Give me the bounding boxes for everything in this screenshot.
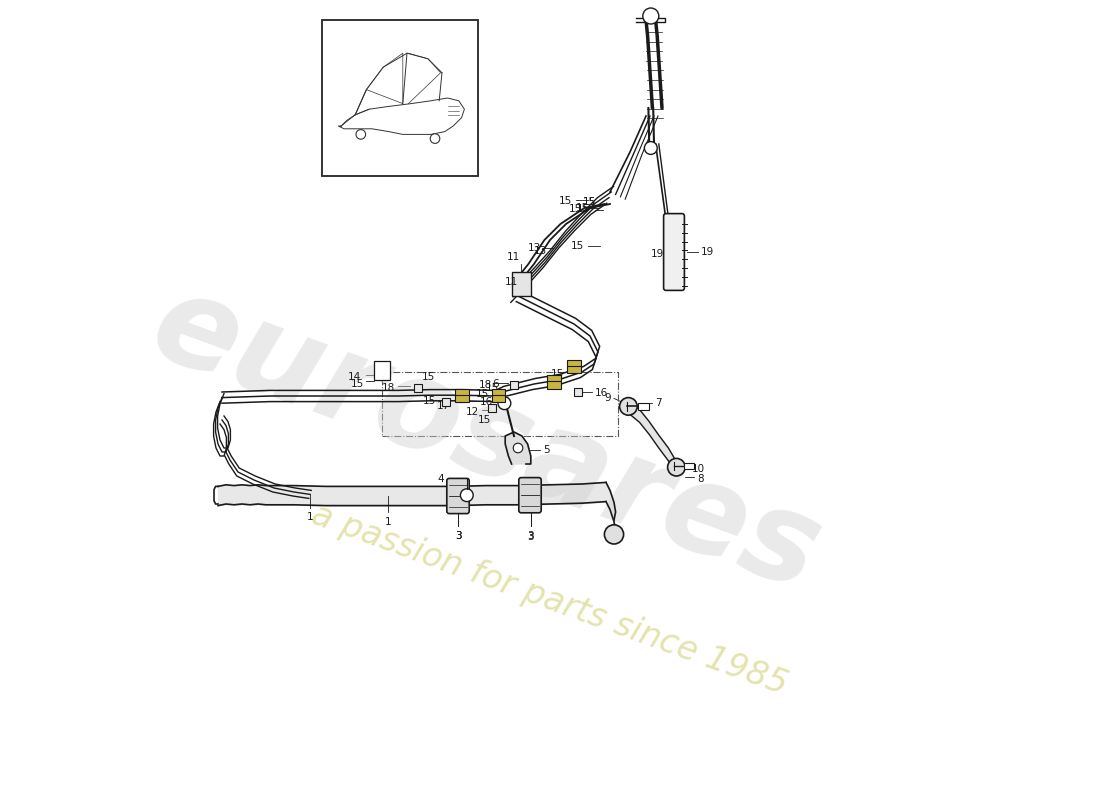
Text: 3: 3	[454, 531, 461, 541]
Text: 11: 11	[507, 251, 520, 262]
Text: 15: 15	[422, 396, 436, 406]
Circle shape	[461, 489, 473, 502]
Text: 8: 8	[697, 474, 704, 484]
FancyBboxPatch shape	[638, 403, 649, 410]
Text: 10: 10	[692, 464, 705, 474]
Text: 11: 11	[505, 277, 518, 286]
Text: 3: 3	[528, 532, 535, 542]
Text: 3: 3	[454, 531, 461, 541]
Text: 14: 14	[348, 372, 361, 382]
FancyBboxPatch shape	[488, 404, 496, 412]
Text: 15: 15	[477, 415, 491, 425]
Circle shape	[430, 134, 440, 143]
Text: 9: 9	[604, 393, 611, 402]
Text: 15: 15	[486, 383, 499, 393]
Circle shape	[604, 525, 624, 544]
Text: 15: 15	[578, 204, 591, 214]
Text: 1: 1	[385, 517, 392, 527]
Text: 15: 15	[551, 369, 564, 378]
FancyBboxPatch shape	[568, 366, 581, 374]
FancyBboxPatch shape	[492, 389, 505, 397]
FancyBboxPatch shape	[574, 388, 582, 396]
Circle shape	[619, 398, 637, 415]
Text: 18: 18	[480, 380, 493, 390]
Text: eurosares: eurosares	[136, 263, 836, 617]
Text: 15: 15	[475, 389, 488, 398]
FancyBboxPatch shape	[548, 375, 561, 383]
FancyBboxPatch shape	[548, 381, 561, 389]
Text: 15: 15	[571, 242, 584, 251]
Circle shape	[514, 443, 522, 453]
FancyBboxPatch shape	[492, 394, 505, 402]
Text: 12: 12	[465, 407, 478, 417]
FancyBboxPatch shape	[568, 360, 581, 368]
Text: 17: 17	[437, 402, 450, 411]
Circle shape	[356, 130, 365, 139]
Text: 16: 16	[480, 397, 493, 406]
Text: a passion for parts since 1985: a passion for parts since 1985	[308, 498, 792, 702]
Text: 4: 4	[438, 474, 444, 484]
FancyBboxPatch shape	[510, 381, 518, 389]
Text: 18: 18	[382, 383, 395, 393]
FancyBboxPatch shape	[414, 384, 422, 392]
Text: 15: 15	[569, 204, 582, 214]
FancyBboxPatch shape	[442, 398, 450, 406]
Text: 15: 15	[583, 197, 596, 206]
Text: 13: 13	[528, 243, 541, 253]
Text: 1: 1	[307, 512, 314, 522]
Text: 15: 15	[583, 198, 596, 207]
Circle shape	[498, 397, 510, 410]
Text: 6: 6	[493, 379, 499, 389]
Text: 16: 16	[595, 388, 608, 398]
Text: 15: 15	[559, 196, 572, 206]
Text: 15: 15	[351, 379, 364, 389]
FancyBboxPatch shape	[455, 389, 469, 397]
Text: 19: 19	[701, 247, 715, 257]
FancyBboxPatch shape	[512, 272, 531, 296]
FancyBboxPatch shape	[322, 20, 478, 176]
Text: 19: 19	[651, 249, 664, 258]
Circle shape	[668, 458, 685, 476]
FancyBboxPatch shape	[447, 478, 470, 514]
FancyBboxPatch shape	[684, 463, 694, 469]
Text: 15: 15	[421, 372, 434, 382]
Text: 7: 7	[656, 398, 662, 408]
Polygon shape	[505, 432, 531, 464]
FancyBboxPatch shape	[455, 394, 469, 402]
Text: 15: 15	[575, 203, 589, 213]
FancyBboxPatch shape	[663, 214, 684, 290]
Text: 3: 3	[528, 531, 535, 541]
FancyBboxPatch shape	[458, 394, 466, 402]
FancyBboxPatch shape	[374, 361, 390, 380]
Text: 5: 5	[543, 446, 550, 455]
Circle shape	[642, 8, 659, 24]
FancyBboxPatch shape	[519, 478, 541, 513]
Circle shape	[645, 142, 657, 154]
Text: 13: 13	[534, 246, 547, 256]
